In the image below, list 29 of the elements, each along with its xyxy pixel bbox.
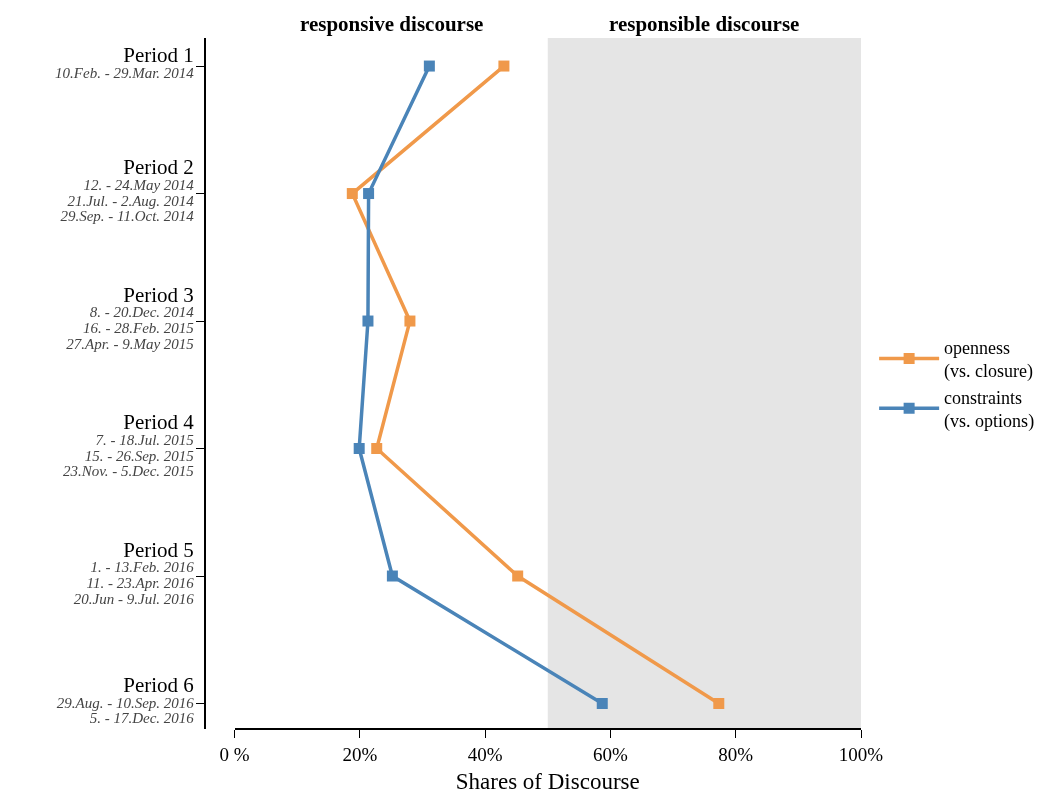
point xyxy=(713,698,725,709)
x-tick-label: 60% xyxy=(593,743,628,765)
point xyxy=(386,570,398,582)
point xyxy=(362,315,374,327)
point xyxy=(498,60,510,72)
point xyxy=(346,188,358,200)
y-tick-label: Period 5 1. - 13.Feb. 2016 11. - 23.Apr. 2016 20.Jun - 9.Jul. 2016 xyxy=(73,537,195,607)
y-tick-label: Period 6 29.Aug. - 10.Sep. 2016 5. - 17.Dec. 2016 xyxy=(56,673,195,727)
point xyxy=(512,570,524,582)
point xyxy=(596,698,608,709)
y-tick-label: Period 3 8. - 20.Dec. 2014 16. - 28.Feb. 2015 27.Apr. - 9.May 2015 xyxy=(66,282,195,352)
point xyxy=(353,443,365,455)
point xyxy=(423,60,435,72)
legend-label: constraints (vs. options) xyxy=(944,387,1035,432)
legend-label: openness (vs. closure) xyxy=(944,337,1034,383)
x-tick-label: 0 % xyxy=(219,743,250,765)
y-tick-label: Period 4 7. - 18.Jul. 2015 15. - 26.Sep. 2015 23.Nov. - 5.Dec. 2015 xyxy=(62,410,195,480)
x-tick-label: 80% xyxy=(718,743,754,765)
x-tick-label: 20% xyxy=(342,743,378,765)
band-label: responsible discourse xyxy=(609,12,800,36)
point xyxy=(363,188,375,200)
x-tick-label: 40% xyxy=(467,743,503,765)
text: responsive discourse xyxy=(300,12,484,36)
y-tick-label: Period 2 12. - 24.May 2014 21.Jul. - 2.Aug. 2014 29.Sep. - 11.Oct. 2014 xyxy=(60,155,195,225)
point xyxy=(404,315,416,327)
y-tick-label: Period 1 10.Feb. - 29.Mar. 2014 xyxy=(55,43,195,82)
point xyxy=(371,443,383,455)
x-tick-label: 100% xyxy=(838,743,884,765)
x-axis-title: Shares of Discourse xyxy=(455,768,640,794)
